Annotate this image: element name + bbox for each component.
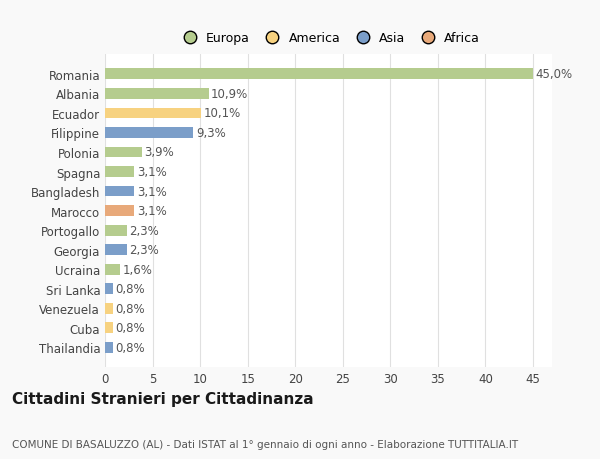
Text: 2,3%: 2,3% — [129, 224, 159, 237]
Bar — [105, 186, 134, 197]
Text: 3,9%: 3,9% — [145, 146, 174, 159]
Bar — [105, 284, 113, 295]
Text: 9,3%: 9,3% — [196, 127, 226, 140]
Legend: Europa, America, Asia, Africa: Europa, America, Asia, Africa — [172, 27, 485, 50]
Text: 0,8%: 0,8% — [115, 302, 145, 315]
Text: 3,1%: 3,1% — [137, 185, 167, 198]
Text: 1,6%: 1,6% — [122, 263, 152, 276]
Bar — [105, 264, 120, 275]
Text: COMUNE DI BASALUZZO (AL) - Dati ISTAT al 1° gennaio di ogni anno - Elaborazione : COMUNE DI BASALUZZO (AL) - Dati ISTAT al… — [12, 439, 518, 449]
Bar — [105, 128, 193, 139]
Text: 3,1%: 3,1% — [137, 166, 167, 179]
Text: Cittadini Stranieri per Cittadinanza: Cittadini Stranieri per Cittadinanza — [12, 391, 314, 406]
Bar — [105, 167, 134, 178]
Text: 10,9%: 10,9% — [211, 88, 248, 101]
Bar — [105, 69, 533, 80]
Bar — [105, 323, 113, 334]
Text: 45,0%: 45,0% — [535, 68, 572, 81]
Bar — [105, 225, 127, 236]
Text: 0,8%: 0,8% — [115, 283, 145, 296]
Text: 0,8%: 0,8% — [115, 341, 145, 354]
Text: 2,3%: 2,3% — [129, 244, 159, 257]
Bar — [105, 342, 113, 353]
Bar — [105, 303, 113, 314]
Bar — [105, 245, 127, 256]
Text: 3,1%: 3,1% — [137, 205, 167, 218]
Text: 0,8%: 0,8% — [115, 322, 145, 335]
Bar — [105, 89, 209, 100]
Bar — [105, 206, 134, 217]
Bar — [105, 108, 201, 119]
Text: 10,1%: 10,1% — [203, 107, 241, 120]
Bar — [105, 147, 142, 158]
